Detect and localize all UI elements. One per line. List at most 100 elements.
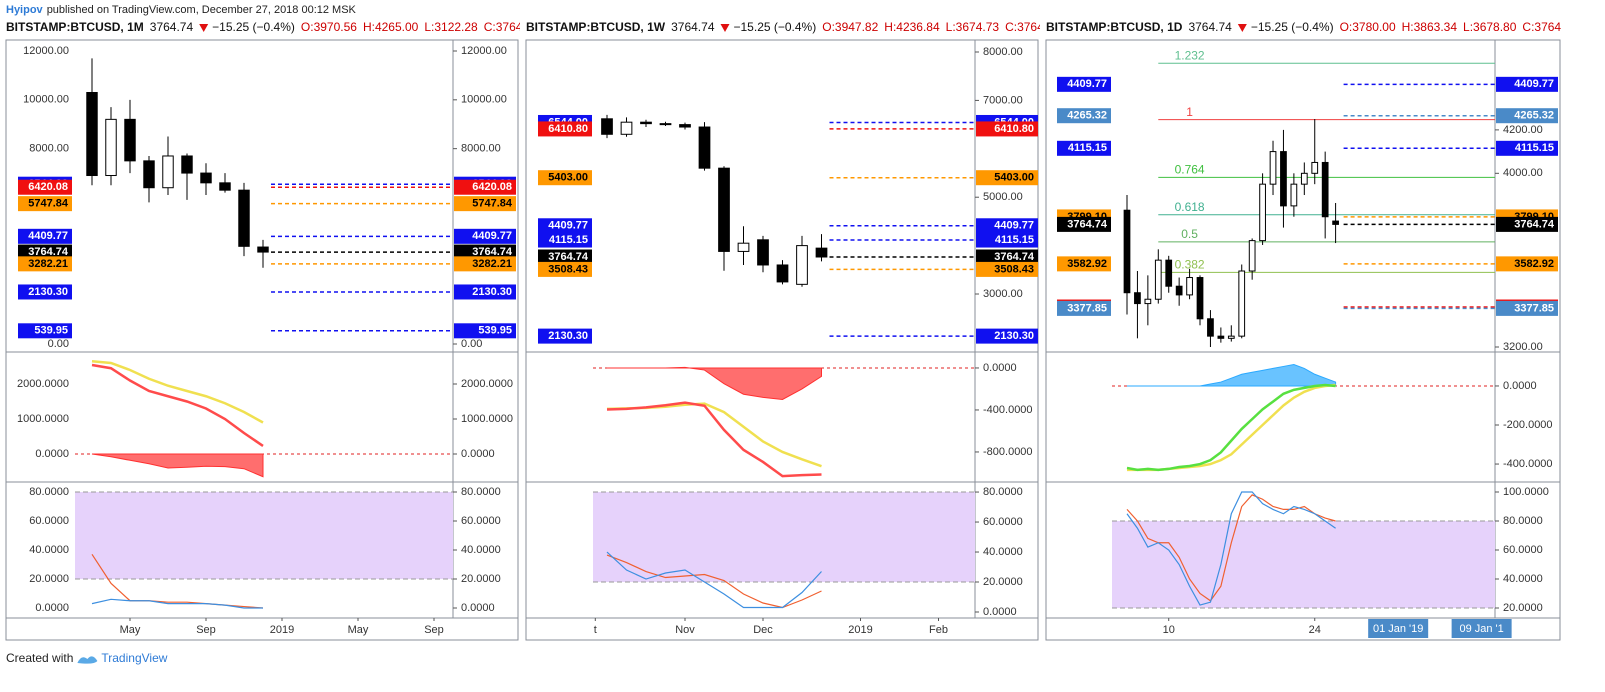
price-label: 2130.30 bbox=[548, 330, 588, 342]
y-tick-label: 2000.0000 bbox=[17, 378, 69, 390]
y-tick-label: 12000.00 bbox=[461, 45, 507, 57]
price-change: −15.25 (−0.4%) bbox=[212, 20, 295, 34]
ohlc-value: H:4265.00 bbox=[363, 20, 419, 34]
y-tick-label: 1000.0000 bbox=[17, 413, 69, 425]
symbol: BITSTAMP:BTCUSD, 1W bbox=[526, 20, 666, 34]
y-tick-label: 20.0000 bbox=[461, 573, 501, 585]
price-label: 4115.15 bbox=[1515, 142, 1554, 154]
ohlc-value: O:3970.56 bbox=[301, 20, 357, 34]
publish-info: published on TradingView.com, December 2… bbox=[47, 4, 357, 16]
fib-label: 0.764 bbox=[1175, 163, 1205, 177]
candle-body bbox=[181, 155, 193, 174]
ohlc-value: O:3947.82 bbox=[822, 20, 878, 34]
x-tick-label: Sep bbox=[196, 624, 216, 636]
price-label: 2130.30 bbox=[994, 330, 1034, 342]
y-tick-label: 60.0000 bbox=[461, 515, 501, 527]
price-label-box bbox=[1496, 256, 1558, 272]
price-label-box bbox=[1057, 256, 1111, 272]
price-label: 4409.77 bbox=[548, 220, 588, 232]
plot-area bbox=[601, 114, 975, 337]
price-label-box bbox=[976, 232, 1038, 248]
y-tick-label: 5000.00 bbox=[983, 191, 1023, 203]
price-label-box bbox=[538, 261, 592, 277]
candle-body bbox=[1332, 220, 1339, 225]
fib-label: 0.5 bbox=[1181, 227, 1198, 241]
y-tick-label: 0.0000 bbox=[35, 602, 69, 614]
candle-body bbox=[219, 182, 231, 191]
candle-body bbox=[124, 118, 136, 162]
price-label-box bbox=[1057, 108, 1111, 124]
price-label-box bbox=[454, 323, 516, 339]
x-tick-label: May bbox=[120, 624, 141, 636]
symbol: BITSTAMP:BTCUSD, 1D bbox=[1046, 20, 1183, 34]
histogram-area bbox=[91, 453, 264, 478]
chart-panel: BITSTAMP:BTCUSD, 1M 3764.74 −15.25 (−0.4%)… bbox=[5, 20, 520, 641]
fib-label: 0.382 bbox=[1175, 257, 1205, 271]
price-label-box bbox=[18, 179, 72, 195]
x-tick-label: 10 bbox=[1163, 624, 1175, 636]
candle-body bbox=[1134, 292, 1141, 305]
oscillator-line bbox=[91, 363, 264, 447]
oscillator-line bbox=[91, 554, 264, 609]
candle-body bbox=[1290, 183, 1298, 207]
chart-panel: BITSTAMP:BTCUSD, 1W 3764.74 −15.25 (−0.4%)… bbox=[525, 20, 1040, 641]
oscillator-line bbox=[1126, 383, 1336, 472]
y-tick-label: 60.0000 bbox=[29, 515, 69, 527]
fib-label: 1 bbox=[1186, 105, 1193, 119]
price-label: 4265.32 bbox=[1514, 110, 1554, 122]
price-label: 4409.77 bbox=[472, 230, 512, 242]
price-label: 3282.21 bbox=[28, 258, 68, 270]
y-tick-label: 80.0000 bbox=[983, 486, 1023, 498]
price-label-box bbox=[976, 218, 1038, 234]
logo bbox=[77, 656, 98, 664]
price-label: 3764.74 bbox=[1514, 218, 1555, 230]
oscillator-line bbox=[606, 554, 822, 609]
candle-body bbox=[143, 160, 155, 189]
price-label-box bbox=[976, 121, 1038, 137]
price-label: 539.95 bbox=[34, 325, 68, 337]
y-tick-label: -200.0000 bbox=[1503, 419, 1553, 431]
oscillator-line bbox=[91, 359, 264, 424]
price-label: 6410.80 bbox=[548, 123, 588, 135]
price-label-box bbox=[976, 261, 1038, 277]
y-tick-label: 10000.00 bbox=[461, 94, 507, 106]
candle-body bbox=[1217, 335, 1225, 339]
y-tick-label: 0.0000 bbox=[983, 362, 1017, 374]
price-label-box bbox=[1496, 140, 1558, 156]
y-tick-label: 4000.00 bbox=[1503, 167, 1543, 179]
y-tick-label: 0.0000 bbox=[1503, 380, 1537, 392]
price-label-box bbox=[538, 170, 592, 186]
candle-body bbox=[200, 172, 212, 184]
x-tick-label: 2019 bbox=[270, 624, 294, 636]
y-tick-label: 3200.00 bbox=[1503, 341, 1543, 353]
oscillator-pane bbox=[593, 366, 975, 478]
price-label-box bbox=[18, 196, 72, 212]
y-tick-label: 7000.00 bbox=[983, 94, 1023, 106]
price-label: 4115.15 bbox=[1068, 142, 1107, 154]
price-label-box bbox=[1057, 76, 1111, 92]
price-label: 3582.92 bbox=[1514, 258, 1554, 270]
price-label: 4409.77 bbox=[1067, 78, 1107, 90]
y-tick-label: 80.0000 bbox=[1503, 515, 1543, 527]
price-label-box bbox=[1057, 140, 1111, 156]
price-label: 2130.30 bbox=[28, 286, 68, 298]
panel-header: BITSTAMP:BTCUSD, 1D 3764.74 −15.25 (−0.4%)… bbox=[1046, 20, 1562, 34]
price-label-box bbox=[454, 244, 516, 260]
y-tick-label: 100.0000 bbox=[1503, 486, 1549, 498]
candle-body bbox=[1269, 151, 1277, 185]
candle-body bbox=[718, 167, 730, 252]
price-label: 4409.77 bbox=[1514, 78, 1554, 90]
price-label: 3508.43 bbox=[994, 263, 1034, 275]
price-label-box bbox=[538, 218, 592, 234]
panel-header: BITSTAMP:BTCUSD, 1W 3764.74 −15.25 (−0.4%)… bbox=[526, 20, 1040, 34]
y-tick-label: -400.0000 bbox=[983, 404, 1033, 416]
last-price: 3764.74 bbox=[671, 20, 715, 34]
candle-body bbox=[1154, 259, 1162, 300]
ohlc-value: L:3674.73 bbox=[946, 20, 1000, 34]
last-price: 3764.74 bbox=[1188, 20, 1232, 34]
price-label: 6420.08 bbox=[28, 181, 68, 193]
y-tick-label: 20.0000 bbox=[1503, 602, 1543, 614]
price-label-box bbox=[538, 232, 592, 248]
price-label: 6410.80 bbox=[994, 123, 1034, 135]
